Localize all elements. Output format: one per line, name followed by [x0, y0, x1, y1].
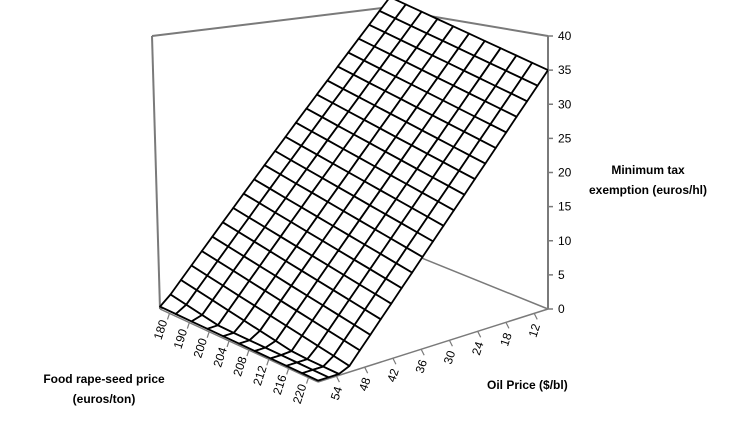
x-tick-label: 54 — [328, 384, 346, 401]
z-tick-label: 20 — [558, 166, 572, 180]
x-axis-title: Oil Price ($/bl) — [487, 378, 568, 392]
y-tick-label: 180 — [151, 318, 171, 342]
floor-front-right-edge — [317, 308, 549, 383]
z-axis-title-line-1: Minimum tax — [611, 163, 685, 177]
z-tick-label: 15 — [558, 200, 572, 214]
x-tick-label: 24 — [469, 340, 487, 357]
back-wall-top-edge — [151, 7, 383, 37]
x-tick-mark — [505, 322, 510, 329]
z-tick-label: 35 — [558, 63, 572, 77]
z-tick-label: 30 — [558, 97, 572, 111]
y-tick-label: 190 — [171, 327, 191, 351]
y-tick-mark — [186, 322, 190, 329]
x-tick-label: 18 — [497, 331, 515, 348]
surface-mesh — [159, 0, 549, 382]
surface-cell — [301, 368, 330, 382]
y-axis-title-line-1: Food rape-seed price — [43, 372, 165, 386]
z-axis-ticks: 0 5 10 15 20 25 30 35 40 — [548, 29, 572, 316]
z-tick-label: 10 — [558, 234, 572, 248]
z-tick-label: 25 — [558, 131, 572, 145]
axis-titles: Minimum tax exemption (euros/hl) Oil Pri… — [43, 163, 707, 406]
z-tick-label: 5 — [558, 268, 565, 282]
y-tick-label: 208 — [230, 354, 250, 378]
x-tick-mark — [477, 331, 482, 338]
y-tick-mark — [226, 340, 230, 348]
y-tick-label: 216 — [270, 373, 290, 397]
back-wall-left-edge — [151, 35, 161, 310]
x-tick-mark — [420, 348, 425, 356]
y-tick-mark — [305, 377, 310, 384]
x-tick-label: 30 — [441, 349, 459, 366]
x-tick-mark — [448, 340, 453, 347]
y-tick-label: 200 — [191, 336, 211, 360]
floor-front-left-edge — [159, 308, 319, 383]
x-tick-mark — [392, 357, 397, 365]
y-tick-label: 220 — [290, 382, 310, 406]
x-tick-mark — [533, 313, 538, 320]
x-tick-label: 12 — [526, 322, 544, 339]
y-axis-ticks: 180 190 200 204 208 212 216 220 — [151, 313, 310, 406]
y-tick-mark — [166, 313, 171, 320]
y-tick-mark — [246, 349, 250, 357]
y-axis-title-line-2: (euros/ton) — [73, 392, 136, 406]
x-tick-mark — [335, 375, 340, 383]
y-tick-label: 204 — [210, 345, 230, 369]
x-tick-label: 48 — [356, 375, 374, 392]
z-tick-label: 40 — [558, 29, 572, 43]
z-axis-title-line-2: exemption (euros/hl) — [589, 183, 707, 197]
x-tick-label: 42 — [384, 367, 402, 384]
x-axis-ticks: 12 18 24 30 36 42 48 54 — [328, 313, 544, 402]
x-tick-mark — [364, 366, 369, 374]
z-tick-label: 0 — [558, 302, 565, 316]
y-tick-mark — [266, 359, 270, 366]
y-tick-label: 212 — [250, 364, 270, 388]
y-tick-mark — [206, 331, 210, 338]
y-tick-mark — [286, 368, 290, 375]
x-tick-label: 36 — [413, 358, 431, 375]
